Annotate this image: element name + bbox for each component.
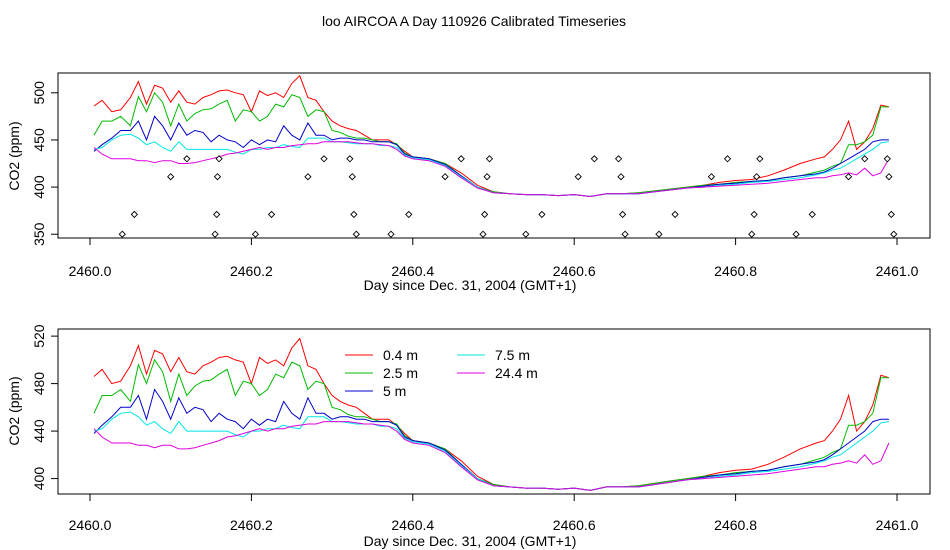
legend-label: 0.4 m xyxy=(383,347,418,363)
diamond-marker xyxy=(483,173,491,181)
diamond-marker xyxy=(723,155,732,163)
diamond-marker xyxy=(883,155,891,163)
legend-label: 7.5 m xyxy=(495,347,530,363)
diamond-marker xyxy=(350,210,358,219)
diamond-marker xyxy=(457,155,465,163)
diamond-marker xyxy=(617,173,625,181)
diamond-marker xyxy=(118,230,126,238)
diamond-marker xyxy=(750,210,758,219)
diamond-marker xyxy=(655,230,663,238)
x-tick-label: 2460.2 xyxy=(230,263,273,279)
diamond-marker xyxy=(885,173,893,181)
diamond-marker xyxy=(890,230,898,238)
top-x-axis-label: Day since Dec. 31, 2004 (GMT+1) xyxy=(364,277,577,293)
y-tick-label: 400 xyxy=(31,467,47,491)
diamond-marker xyxy=(752,173,761,181)
y-tick-label: 450 xyxy=(31,128,47,152)
diamond-marker xyxy=(887,210,895,219)
diamond-marker xyxy=(590,155,599,163)
x-tick-label: 2460.8 xyxy=(714,517,757,533)
diamond-marker xyxy=(480,210,489,219)
bottom-panel: Day since Dec. 31, 2004 (GMT+1) CO2 (ppm… xyxy=(6,324,931,549)
y-tick-label: 500 xyxy=(31,81,47,105)
diamond-marker xyxy=(304,173,312,181)
series-line-4 xyxy=(93,141,890,198)
x-tick-label: 2460.6 xyxy=(553,263,596,279)
y-tick-label: 400 xyxy=(31,175,47,199)
diamond-marker xyxy=(748,230,756,238)
diamond-marker xyxy=(130,210,139,219)
y-tick-label: 480 xyxy=(31,372,47,396)
diamond-marker xyxy=(387,230,395,238)
diamond-marker xyxy=(320,155,328,163)
x-tick-label: 2460.0 xyxy=(69,263,112,279)
y-tick-label: 440 xyxy=(31,419,47,443)
y-tick-label: 520 xyxy=(31,324,47,348)
legend-label: 5 m xyxy=(383,383,406,399)
x-tick-label: 2460.8 xyxy=(714,263,757,279)
series-line-0-4-m xyxy=(93,337,890,491)
diamond-marker xyxy=(618,210,627,219)
series-line-24-4-m xyxy=(93,421,890,491)
diamond-marker xyxy=(211,230,219,238)
bottom-plot-frame xyxy=(57,328,931,495)
diamond-marker xyxy=(167,173,175,181)
diamond-marker xyxy=(213,173,222,181)
diamond-marker xyxy=(213,210,221,219)
diamond-marker xyxy=(756,155,764,163)
series-line-5-m xyxy=(93,388,889,491)
series-line-3 xyxy=(93,133,889,198)
diamond-marker xyxy=(267,210,276,219)
diamond-marker xyxy=(538,210,546,219)
diamond-marker xyxy=(861,155,869,163)
series-line-0 xyxy=(93,74,890,198)
diamond-marker xyxy=(183,155,191,163)
diamond-marker xyxy=(522,230,530,238)
diamond-marker xyxy=(614,155,623,163)
diamond-marker xyxy=(844,173,853,181)
legend-label: 24.4 m xyxy=(495,365,538,381)
chart-title: loo AIRCOA A Day 110926 Calibrated Times… xyxy=(322,13,626,29)
diamond-marker xyxy=(574,173,582,181)
x-tick-label: 2460.4 xyxy=(391,517,434,533)
series-line-7-5-m xyxy=(93,411,889,491)
top-y-axis-label: CO2 (ppm) xyxy=(6,121,22,190)
diamond-marker xyxy=(251,230,260,238)
x-tick-label: 2461.0 xyxy=(876,517,919,533)
diamond-marker xyxy=(792,230,800,238)
diamond-marker xyxy=(352,230,360,238)
diamond-marker xyxy=(621,230,629,238)
diamond-marker xyxy=(346,155,354,163)
diamond-marker xyxy=(405,210,413,219)
diamond-marker xyxy=(348,173,356,181)
y-tick-label: 350 xyxy=(31,222,47,246)
x-tick-label: 2460.6 xyxy=(553,517,596,533)
x-tick-label: 2460.0 xyxy=(69,517,112,533)
legend-label: 2.5 m xyxy=(383,365,418,381)
x-tick-label: 2460.4 xyxy=(391,263,434,279)
diamond-marker xyxy=(485,155,494,163)
diamond-marker xyxy=(808,210,816,219)
bottom-y-axis-label: CO2 (ppm) xyxy=(6,376,22,445)
diamond-marker xyxy=(671,210,679,219)
diamond-marker xyxy=(479,230,487,238)
x-tick-label: 2460.2 xyxy=(230,517,273,533)
top-panel: Day since Dec. 31, 2004 (GMT+1) CO2 (ppm… xyxy=(6,72,931,293)
bottom-x-axis-label: Day since Dec. 31, 2004 (GMT+1) xyxy=(364,533,577,549)
x-tick-label: 2461.0 xyxy=(876,263,919,279)
diamond-marker xyxy=(441,173,449,181)
diamond-marker xyxy=(707,173,716,181)
top-plot-frame xyxy=(57,72,931,239)
diamond-marker xyxy=(215,155,223,163)
series-line-2 xyxy=(93,115,889,198)
